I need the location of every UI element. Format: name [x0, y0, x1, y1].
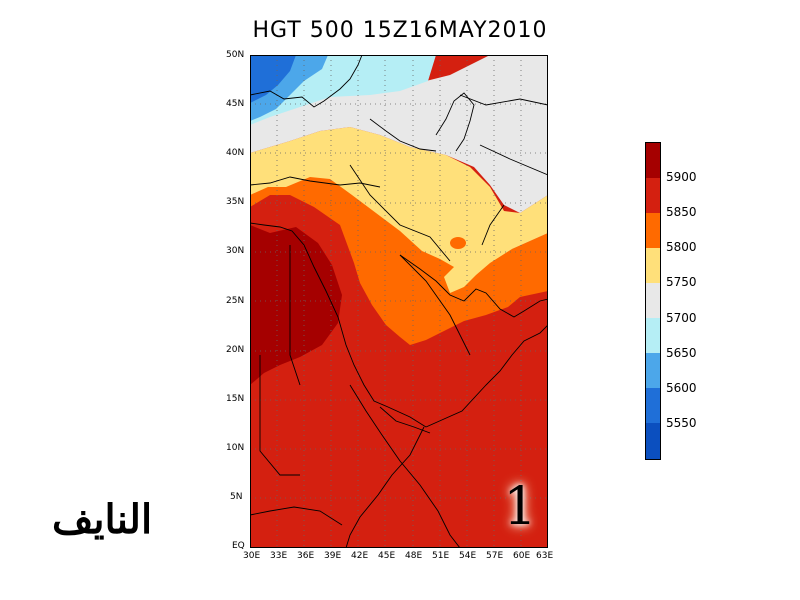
lon-label: 57E	[486, 551, 504, 561]
color-bar-segment	[646, 388, 660, 423]
field-5750-5800	[250, 127, 548, 293]
frame-number-badge: 1	[503, 477, 537, 537]
field-5550-5600	[250, 55, 296, 103]
lat-label: EQ	[232, 541, 245, 551]
lat-label: 30N	[226, 246, 245, 256]
color-bar-label: 5650	[666, 346, 697, 360]
color-bar-segment	[646, 248, 660, 283]
color-bar-label: 5550	[666, 416, 697, 430]
lat-label: 5N	[230, 492, 243, 502]
color-bar	[645, 142, 661, 460]
color-bar-label: 5600	[666, 381, 697, 395]
lat-label: 50N	[226, 50, 245, 60]
map-svg	[249, 54, 549, 549]
orange-blob	[450, 237, 466, 249]
lon-label: 30E	[243, 551, 261, 561]
color-bar-segment	[646, 423, 660, 459]
lon-label: 42E	[351, 551, 369, 561]
coastlines	[249, 54, 549, 549]
grid-lines	[250, 55, 548, 548]
lat-label: 35N	[226, 197, 245, 207]
lat-label: 25N	[226, 296, 245, 306]
lon-label: 60E	[513, 551, 531, 561]
lat-label: 15N	[226, 394, 245, 404]
lon-label: 33E	[270, 551, 288, 561]
map-frame	[250, 55, 548, 548]
color-bar-label: 5750	[666, 275, 697, 289]
color-bar-segment	[646, 353, 660, 388]
lon-label: 51E	[432, 551, 450, 561]
lat-label: 45N	[226, 99, 245, 109]
lat-label: 10N	[226, 443, 245, 453]
color-bar-label: 5700	[666, 311, 697, 325]
lat-label: 20N	[226, 345, 245, 355]
color-bar-segment	[646, 283, 660, 318]
map-title: HGT 500 15Z16MAY2010	[252, 18, 548, 43]
field-5800-5850	[250, 159, 548, 345]
color-bar-label: 5850	[666, 205, 697, 219]
author-watermark: النايف	[52, 496, 153, 543]
color-bar-segment	[646, 213, 660, 248]
geopotential-map	[249, 54, 549, 549]
color-bar-segment	[646, 178, 660, 213]
color-bar-segment	[646, 143, 660, 178]
lon-label: 54E	[459, 551, 477, 561]
lon-label: 36E	[297, 551, 315, 561]
lon-label: 63E	[536, 551, 554, 561]
lat-label: 40N	[226, 148, 245, 158]
lon-label: 45E	[378, 551, 396, 561]
lon-label: 39E	[324, 551, 342, 561]
color-bar-segment	[646, 318, 660, 353]
field-above-5900	[250, 225, 342, 385]
color-bar-label: 5800	[666, 240, 697, 254]
color-bar-label: 5900	[666, 170, 697, 184]
field-5700-5750	[250, 55, 548, 213]
lon-label: 48E	[405, 551, 423, 561]
